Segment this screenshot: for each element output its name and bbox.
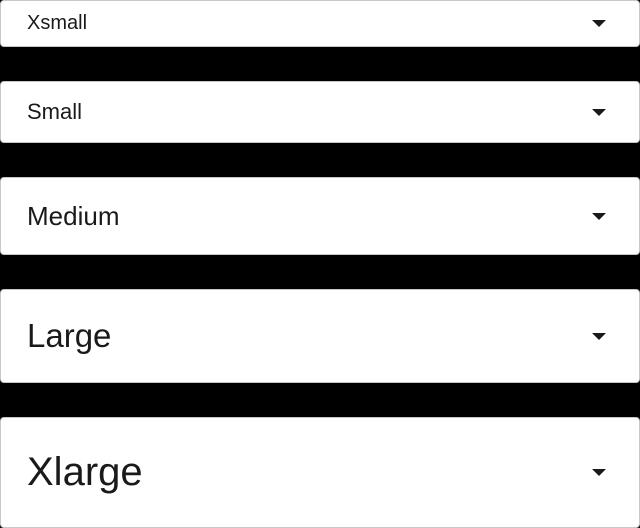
select-large-value: Large <box>27 317 112 354</box>
select-small[interactable]: Small <box>0 81 640 143</box>
caret-down-icon <box>592 469 606 476</box>
select-large[interactable]: Large <box>0 289 640 383</box>
select-xsmall[interactable]: Xsmall <box>0 0 640 47</box>
select-xsmall-value: Xsmall <box>27 12 88 34</box>
select-xlarge-value: Xlarge <box>27 450 143 494</box>
caret-down-icon <box>592 20 606 27</box>
select-medium[interactable]: Medium <box>0 177 640 255</box>
select-medium-value: Medium <box>27 200 120 231</box>
caret-down-icon <box>592 212 606 220</box>
select-xlarge[interactable]: Xlarge <box>0 417 640 528</box>
select-small-value: Small <box>27 99 83 124</box>
caret-down-icon <box>592 108 606 116</box>
caret-down-icon <box>592 332 606 340</box>
